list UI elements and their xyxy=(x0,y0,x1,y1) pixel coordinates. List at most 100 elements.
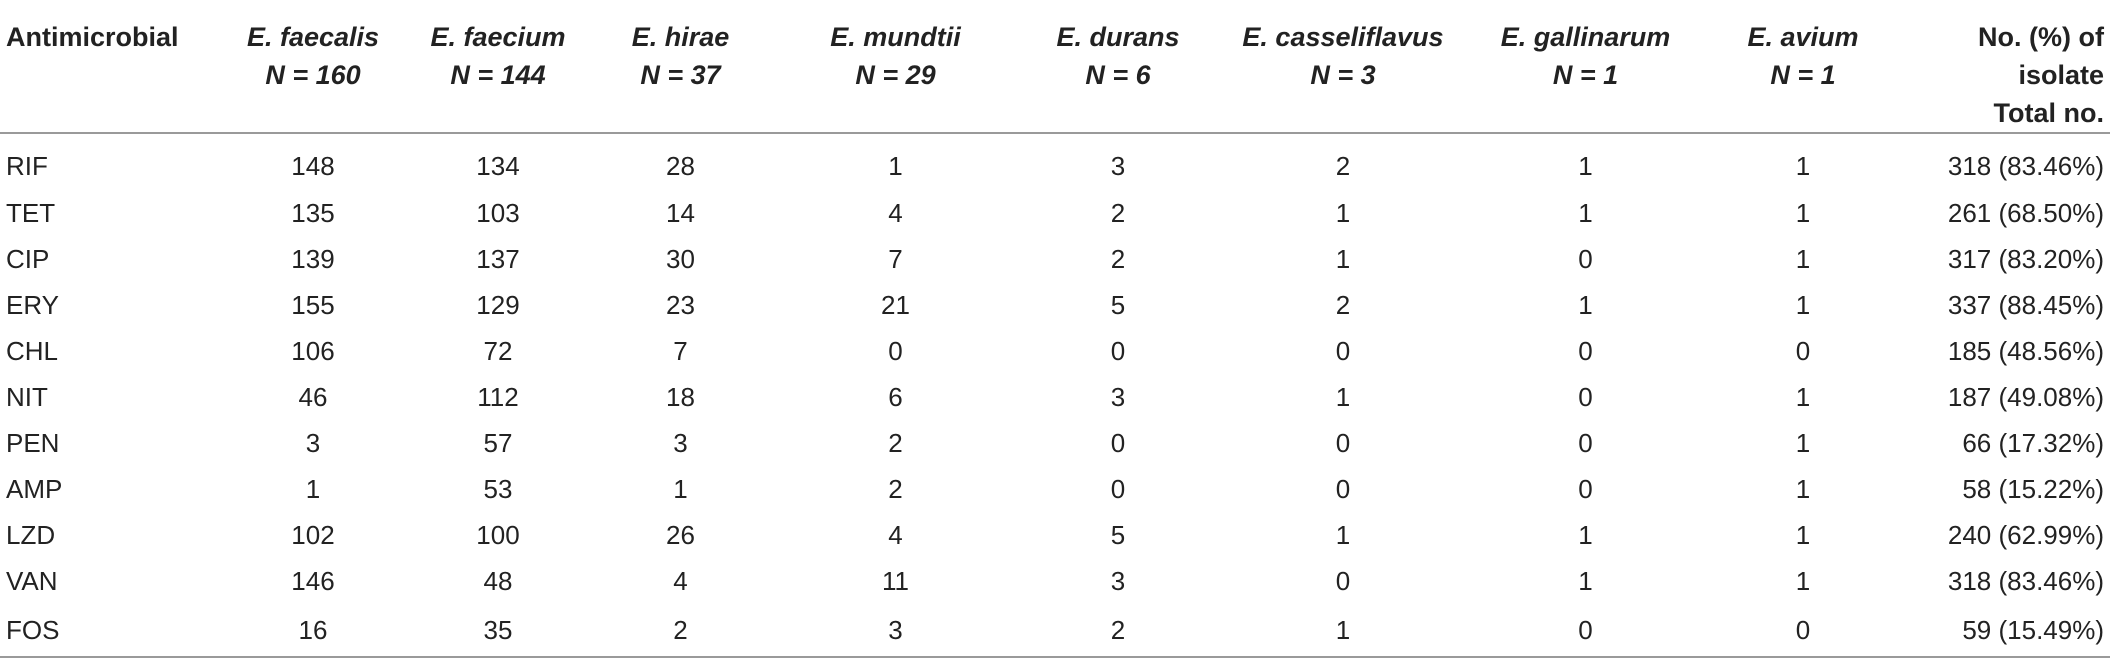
isolate-count-cell: 18 xyxy=(666,381,695,412)
isolate-count-cell: 0 xyxy=(1795,335,1811,366)
table-row: NIT 46 112 18 6 3 1 0 1 187 (49.08%) xyxy=(0,374,2110,420)
species-name: E. casseliflavus xyxy=(1242,22,1444,52)
header-species: E. durans N = 6 xyxy=(1018,0,1218,134)
header-antimicrobial: Antimicrobial xyxy=(0,0,218,134)
isolate-count-cell: 1 xyxy=(888,150,903,181)
isolate-count-cell: 4 xyxy=(888,197,903,228)
isolate-count-cell: 1 xyxy=(1578,197,1593,228)
isolate-count-cell: 1 xyxy=(1795,150,1811,181)
isolate-count-cell: 0 xyxy=(1703,604,1903,658)
table-row: TET 135 103 14 4 2 1 1 1 261 (68.50%) xyxy=(0,190,2110,236)
total-cell: 318 (83.46%) xyxy=(1947,565,2104,596)
isolate-count-cell: 106 xyxy=(291,335,335,366)
total-cell: 261 (68.50%) xyxy=(1947,197,2104,228)
isolate-count-cell: 3 xyxy=(305,427,321,458)
table-body: RIF 148 134 28 1 3 2 1 1 318 (83.46%) TET 135 103 14 4… xyxy=(0,133,2110,658)
isolate-count-cell: 1 xyxy=(1335,381,1351,412)
isolate-count-cell: 1 xyxy=(305,473,321,504)
isolate-count-cell: 148 xyxy=(291,150,335,181)
isolate-count-cell: 100 xyxy=(476,519,520,550)
species-name: E. avium xyxy=(1747,22,1859,52)
isolate-count-cell: 103 xyxy=(476,197,520,228)
species-count: N = 6 xyxy=(1085,60,1151,90)
isolate-count-cell: 1 xyxy=(1795,519,1811,550)
isolate-count-cell: 53 xyxy=(483,473,513,504)
isolate-count-cell: 0 xyxy=(1335,473,1351,504)
species-count: N = 3 xyxy=(1310,60,1376,90)
isolate-count-cell: 5 xyxy=(1110,289,1126,320)
isolate-count-cell: 1 xyxy=(1335,197,1351,228)
isolate-count-cell: 1 xyxy=(1795,565,1811,596)
header-total: No. (%) of isolate Total no. xyxy=(1903,0,2110,134)
isolate-count-cell: 0 xyxy=(1578,473,1593,504)
isolate-count-cell: 0 xyxy=(1335,565,1351,596)
isolate-count-cell: 7 xyxy=(888,243,903,274)
antimicrobial-name: LZD xyxy=(6,519,56,550)
isolate-count-cell: 1 xyxy=(1578,519,1593,550)
isolate-count-cell: 57 xyxy=(483,427,513,458)
isolate-count-cell: 0 xyxy=(1110,473,1126,504)
species-name: E. faecium xyxy=(430,22,566,52)
isolate-count-cell: 11 xyxy=(882,565,909,596)
total-cell: 337 (88.45%) xyxy=(1947,289,2104,320)
isolate-count-cell: 146 xyxy=(291,565,335,596)
isolate-count-cell: 2 xyxy=(888,473,903,504)
isolate-count-cell: 1 xyxy=(1795,243,1811,274)
isolate-count-cell: 1 xyxy=(1578,289,1593,320)
header-species: E. avium N = 1 xyxy=(1703,0,1903,134)
isolate-count-cell: 0 xyxy=(1110,335,1126,366)
isolate-count-cell: 1 xyxy=(1795,381,1811,412)
table-row: PEN 3 57 3 2 0 0 0 1 66 (17.32%) xyxy=(0,420,2110,466)
table-row: LZD 102 100 26 4 5 1 1 1 240 (62.99%) xyxy=(0,512,2110,558)
species-name: E. mundtii xyxy=(830,22,961,52)
isolate-count-cell: 48 xyxy=(483,565,513,596)
species-name: E. faecalis xyxy=(246,22,380,52)
isolate-count-cell: 3 xyxy=(673,427,688,458)
table-row: RIF 148 134 28 1 3 2 1 1 318 (83.46%) xyxy=(0,133,2110,190)
isolate-count-cell: 0 xyxy=(888,335,903,366)
table-row: AMP 1 53 1 2 0 0 0 1 58 (15.22%) xyxy=(0,466,2110,512)
isolate-count-cell: 1 xyxy=(1335,243,1351,274)
isolate-count-cell: 139 xyxy=(291,243,335,274)
isolate-count-cell: 2 xyxy=(1110,243,1126,274)
table-row: ERY 155 129 23 21 5 2 1 1 337 (88.45%) xyxy=(0,282,2110,328)
isolate-count-cell: 1 xyxy=(1335,519,1351,550)
table-row: CIP 139 137 30 7 2 1 0 1 317 (83.20%) xyxy=(0,236,2110,282)
isolate-count-cell: 102 xyxy=(291,519,335,550)
isolate-count-cell: 2 xyxy=(1335,150,1351,181)
isolate-count-cell: 72 xyxy=(483,335,513,366)
isolate-count-cell: 1 xyxy=(673,473,688,504)
isolate-count-cell: 3 xyxy=(1110,565,1126,596)
header-species: E. gallinarum N = 1 xyxy=(1468,0,1703,134)
total-cell: 185 (48.56%) xyxy=(1947,335,2104,366)
isolate-count-cell: 2 xyxy=(1335,289,1351,320)
total-cell: 318 (83.46%) xyxy=(1947,150,2104,181)
species-count: N = 29 xyxy=(855,60,936,90)
isolate-count-cell: 6 xyxy=(888,381,903,412)
isolate-count-cell: 16 xyxy=(218,604,408,658)
isolate-count-cell: 134 xyxy=(476,150,520,181)
antimicrobial-name: RIF xyxy=(6,150,48,181)
isolate-count-cell: 1 xyxy=(1795,289,1811,320)
header-row: Antimicrobial E. faecalis N = 160 E. fae… xyxy=(0,0,2110,134)
isolate-count-cell: 1 xyxy=(1578,565,1593,596)
antimicrobial-name: AMP xyxy=(6,473,63,504)
header-total-line2: Total no. xyxy=(1993,98,2104,128)
isolate-count-cell: 1 xyxy=(1795,197,1811,228)
total-cell: 59 (15.49%) xyxy=(1903,604,2110,658)
antimicrobial-name: VAN xyxy=(6,565,58,596)
total-cell: 187 (49.08%) xyxy=(1947,381,2104,412)
species-count: N = 1 xyxy=(1552,60,1619,90)
isolate-count-cell: 3 xyxy=(1110,150,1126,181)
isolate-count-cell: 1 xyxy=(1795,427,1811,458)
total-cell: 240 (62.99%) xyxy=(1947,519,2104,550)
species-count: N = 160 xyxy=(265,60,361,90)
header-species: E. hirae N = 37 xyxy=(588,0,773,134)
isolate-count-cell: 2 xyxy=(1110,197,1126,228)
antimicrobial-name: PEN xyxy=(6,427,60,458)
isolate-count-cell: 14 xyxy=(666,197,695,228)
species-count: N = 144 xyxy=(450,60,546,90)
isolate-count-cell: 137 xyxy=(476,243,520,274)
